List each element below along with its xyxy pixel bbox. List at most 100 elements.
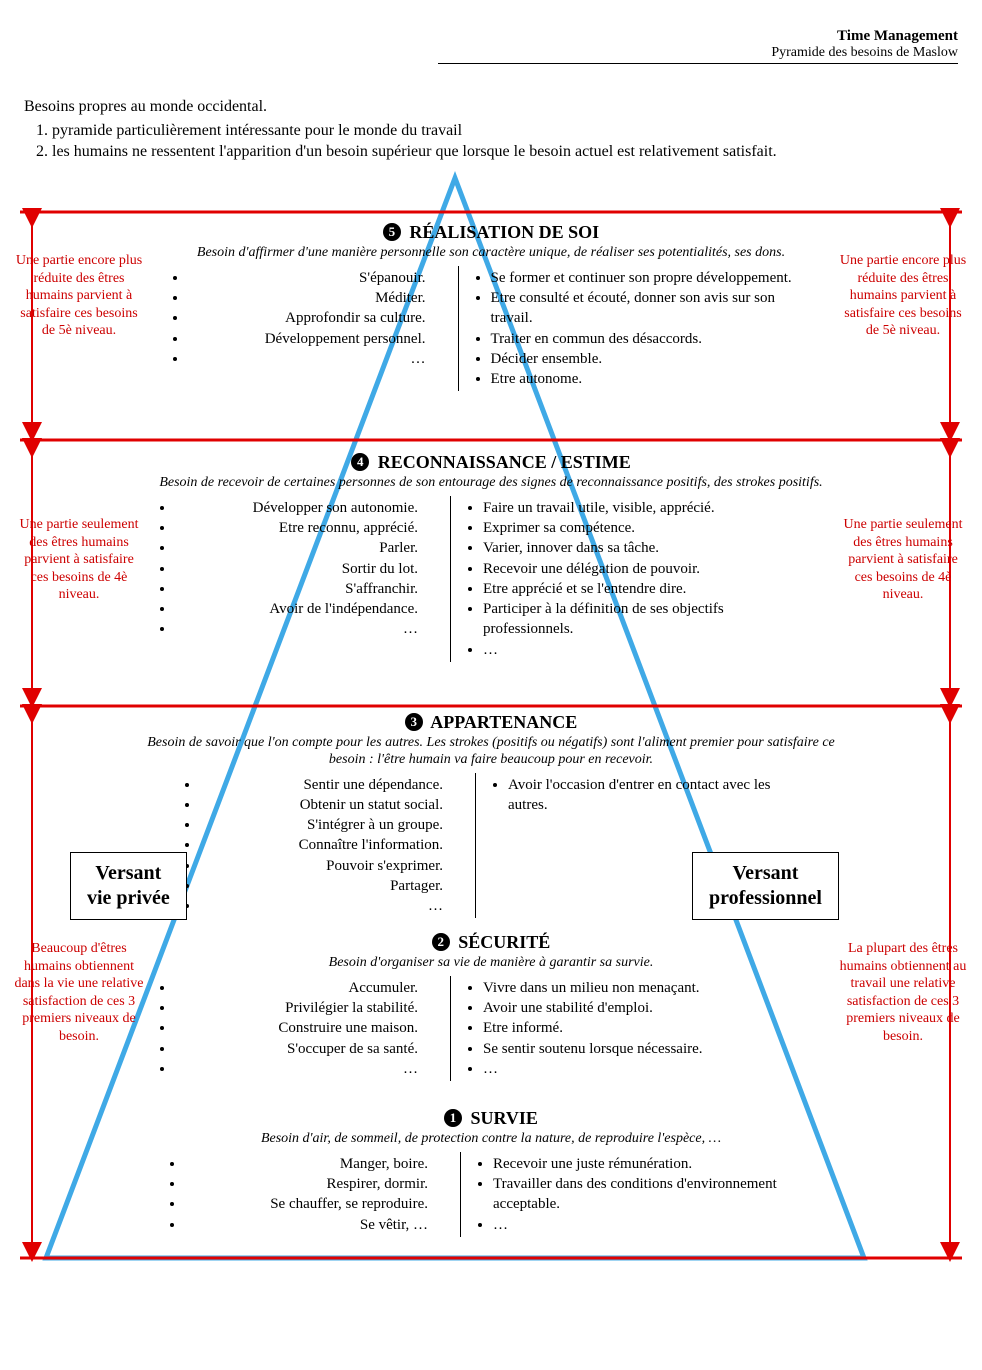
level-5-right: Se former et continuer son propre dévelo…	[459, 266, 809, 392]
note-right-123: La plupart des êtres humains obtiennent …	[838, 940, 968, 1045]
level-num-icon: 2	[432, 933, 450, 951]
list-item: Recevoir une juste rémunération.	[493, 1154, 797, 1174]
list-item: Avoir de l'indépendance.	[175, 599, 418, 619]
intro-item: pyramide particulièrement intéressante p…	[52, 120, 924, 142]
list-item: Varier, innover dans sa tâche.	[483, 538, 807, 558]
list-item: Exprimer sa compétence.	[483, 518, 807, 538]
level-1: 1 SURVIE Besoin d'air, de sommeil, de pr…	[100, 1108, 882, 1237]
level-4-left: Développer son autonomie.Etre reconnu, a…	[161, 496, 451, 662]
note-left-4: Une partie seulement des êtres humains p…	[14, 516, 144, 604]
list-item: Sentir une dépendance.	[200, 775, 443, 795]
list-item: Participer à la définition de ses object…	[483, 599, 807, 640]
list-item: S'intégrer à un groupe.	[200, 815, 443, 835]
level-1-columns: Manger, boire.Respirer, dormir.Se chauff…	[100, 1152, 882, 1237]
level-3-subtitle: Besoin de savoir que l'on compte pour le…	[131, 735, 851, 769]
list-item: Connaître l'information.	[200, 835, 443, 855]
list-item: Avoir l'occasion d'entrer en contact ave…	[508, 775, 782, 816]
level-num-icon: 4	[351, 453, 369, 471]
list-item: Décider ensemble.	[491, 349, 795, 369]
level-1-right: Recevoir une juste rémunération.Travaill…	[461, 1152, 811, 1237]
list-item: Partager.	[200, 876, 443, 896]
level-1-left: Manger, boire.Respirer, dormir.Se chauff…	[171, 1152, 461, 1237]
list-item: Etre informé.	[483, 1018, 807, 1038]
versant-right-box: Versantprofessionnel	[692, 852, 839, 920]
list-item: Etre autonome.	[491, 369, 795, 389]
level-num-icon: 3	[405, 713, 423, 731]
list-item: Etre consulté et écouté, donner son avis…	[491, 288, 795, 329]
page-root: Time Management Pyramide des besoins de …	[0, 0, 982, 1370]
list-item: Recevoir une délégation de pouvoir.	[483, 559, 807, 579]
level-2-title-text: SÉCURITÉ	[458, 932, 550, 952]
list-item: Obtenir un statut social.	[200, 795, 443, 815]
level-num-icon: 5	[383, 223, 401, 241]
note-right-4: Une partie seulement des êtres humains p…	[838, 516, 968, 604]
list-item: Pouvoir s'exprimer.	[200, 856, 443, 876]
list-item: Etre apprécié et se l'entendre dire.	[483, 579, 807, 599]
list-item: Faire un travail utile, visible, appréci…	[483, 498, 807, 518]
page-header: Time Management Pyramide des besoins de …	[438, 28, 958, 64]
list-item: Privilégier la stabilité.	[175, 998, 418, 1018]
level-3-title-text: APPARTENANCE	[430, 712, 577, 732]
level-4-title-text: RECONNAISSANCE / ESTIME	[378, 452, 631, 472]
versant-left-label: Versantvie privée	[87, 862, 170, 909]
versant-left-box: Versantvie privée	[70, 852, 187, 920]
level-5: 5 RÉALISATION DE SOI Besoin d'affirmer d…	[100, 222, 882, 391]
list-item: …	[188, 349, 426, 369]
level-5-subtitle: Besoin d'affirmer d'une manière personne…	[131, 245, 851, 262]
list-item: S'épanouir.	[188, 268, 426, 288]
level-3-left: Sentir une dépendance.Obtenir un statut …	[186, 773, 476, 919]
list-item: Approfondir sa culture.	[188, 308, 426, 328]
level-2: 2 SÉCURITÉ Besoin d'organiser sa vie de …	[100, 932, 882, 1081]
note-left-123: Beaucoup d'êtres humains obtiennent dans…	[14, 940, 144, 1045]
level-2-title: 2 SÉCURITÉ	[100, 932, 882, 953]
list-item: Parler.	[175, 538, 418, 558]
list-item: Développement personnel.	[188, 329, 426, 349]
intro-item: les humains ne ressentent l'apparition d…	[52, 141, 924, 163]
list-item: Se vêtir, …	[185, 1215, 428, 1235]
level-num-icon: 1	[444, 1109, 462, 1127]
list-item: Respirer, dormir.	[185, 1174, 428, 1194]
list-item: Travailler dans des conditions d'environ…	[493, 1174, 797, 1215]
list-item: Se chauffer, se reproduire.	[185, 1194, 428, 1214]
level-2-left: Accumuler.Privilégier la stabilité.Const…	[161, 976, 451, 1081]
list-item: Sortir du lot.	[175, 559, 418, 579]
intro-list: pyramide particulièrement intéressante p…	[52, 120, 924, 163]
list-item: Se sentir soutenu lorsque nécessaire.	[483, 1039, 807, 1059]
level-4-right: Faire un travail utile, visible, appréci…	[451, 496, 821, 662]
list-item: Développer son autonomie.	[175, 498, 418, 518]
list-item: Accumuler.	[175, 978, 418, 998]
intro-lead: Besoins propres au monde occidental.	[24, 96, 924, 118]
level-4-columns: Développer son autonomie.Etre reconnu, a…	[100, 496, 882, 662]
header-title: Time Management	[438, 28, 958, 45]
list-item: …	[175, 619, 418, 639]
list-item: S'occuper de sa santé.	[175, 1039, 418, 1059]
list-item: Se former et continuer son propre dévelo…	[491, 268, 795, 288]
list-item: Avoir une stabilité d'emploi.	[483, 998, 807, 1018]
list-item: Etre reconnu, apprécié.	[175, 518, 418, 538]
level-5-title: 5 RÉALISATION DE SOI	[100, 222, 882, 243]
list-item: …	[493, 1215, 797, 1235]
list-item: Traiter en commun des désaccords.	[491, 329, 795, 349]
level-1-title: 1 SURVIE	[100, 1108, 882, 1129]
header-subtitle: Pyramide des besoins de Maslow	[438, 45, 958, 61]
list-item: S'affranchir.	[175, 579, 418, 599]
level-2-columns: Accumuler.Privilégier la stabilité.Const…	[100, 976, 882, 1081]
list-item: Vivre dans un milieu non menaçant.	[483, 978, 807, 998]
intro-block: Besoins propres au monde occidental. pyr…	[24, 96, 924, 163]
level-2-right: Vivre dans un milieu non menaçant.Avoir …	[451, 976, 821, 1081]
level-4: 4 RECONNAISSANCE / ESTIME Besoin de rece…	[100, 452, 882, 662]
level-4-title: 4 RECONNAISSANCE / ESTIME	[100, 452, 882, 473]
note-left-5: Une partie encore plus réduite des êtres…	[14, 252, 144, 340]
level-5-title-text: RÉALISATION DE SOI	[409, 222, 599, 242]
level-5-columns: S'épanouir.Méditer.Approfondir sa cultur…	[100, 266, 882, 392]
header-rule	[438, 63, 958, 64]
list-item: Méditer.	[188, 288, 426, 308]
level-4-subtitle: Besoin de recevoir de certaines personne…	[131, 475, 851, 492]
list-item: Manger, boire.	[185, 1154, 428, 1174]
level-1-title-text: SURVIE	[471, 1108, 538, 1128]
list-item: …	[483, 1059, 807, 1079]
list-item: Construire une maison.	[175, 1018, 418, 1038]
note-right-5: Une partie encore plus réduite des êtres…	[838, 252, 968, 340]
level-3-title: 3 APPARTENANCE	[100, 712, 882, 733]
level-1-subtitle: Besoin d'air, de sommeil, de protection …	[131, 1131, 851, 1148]
